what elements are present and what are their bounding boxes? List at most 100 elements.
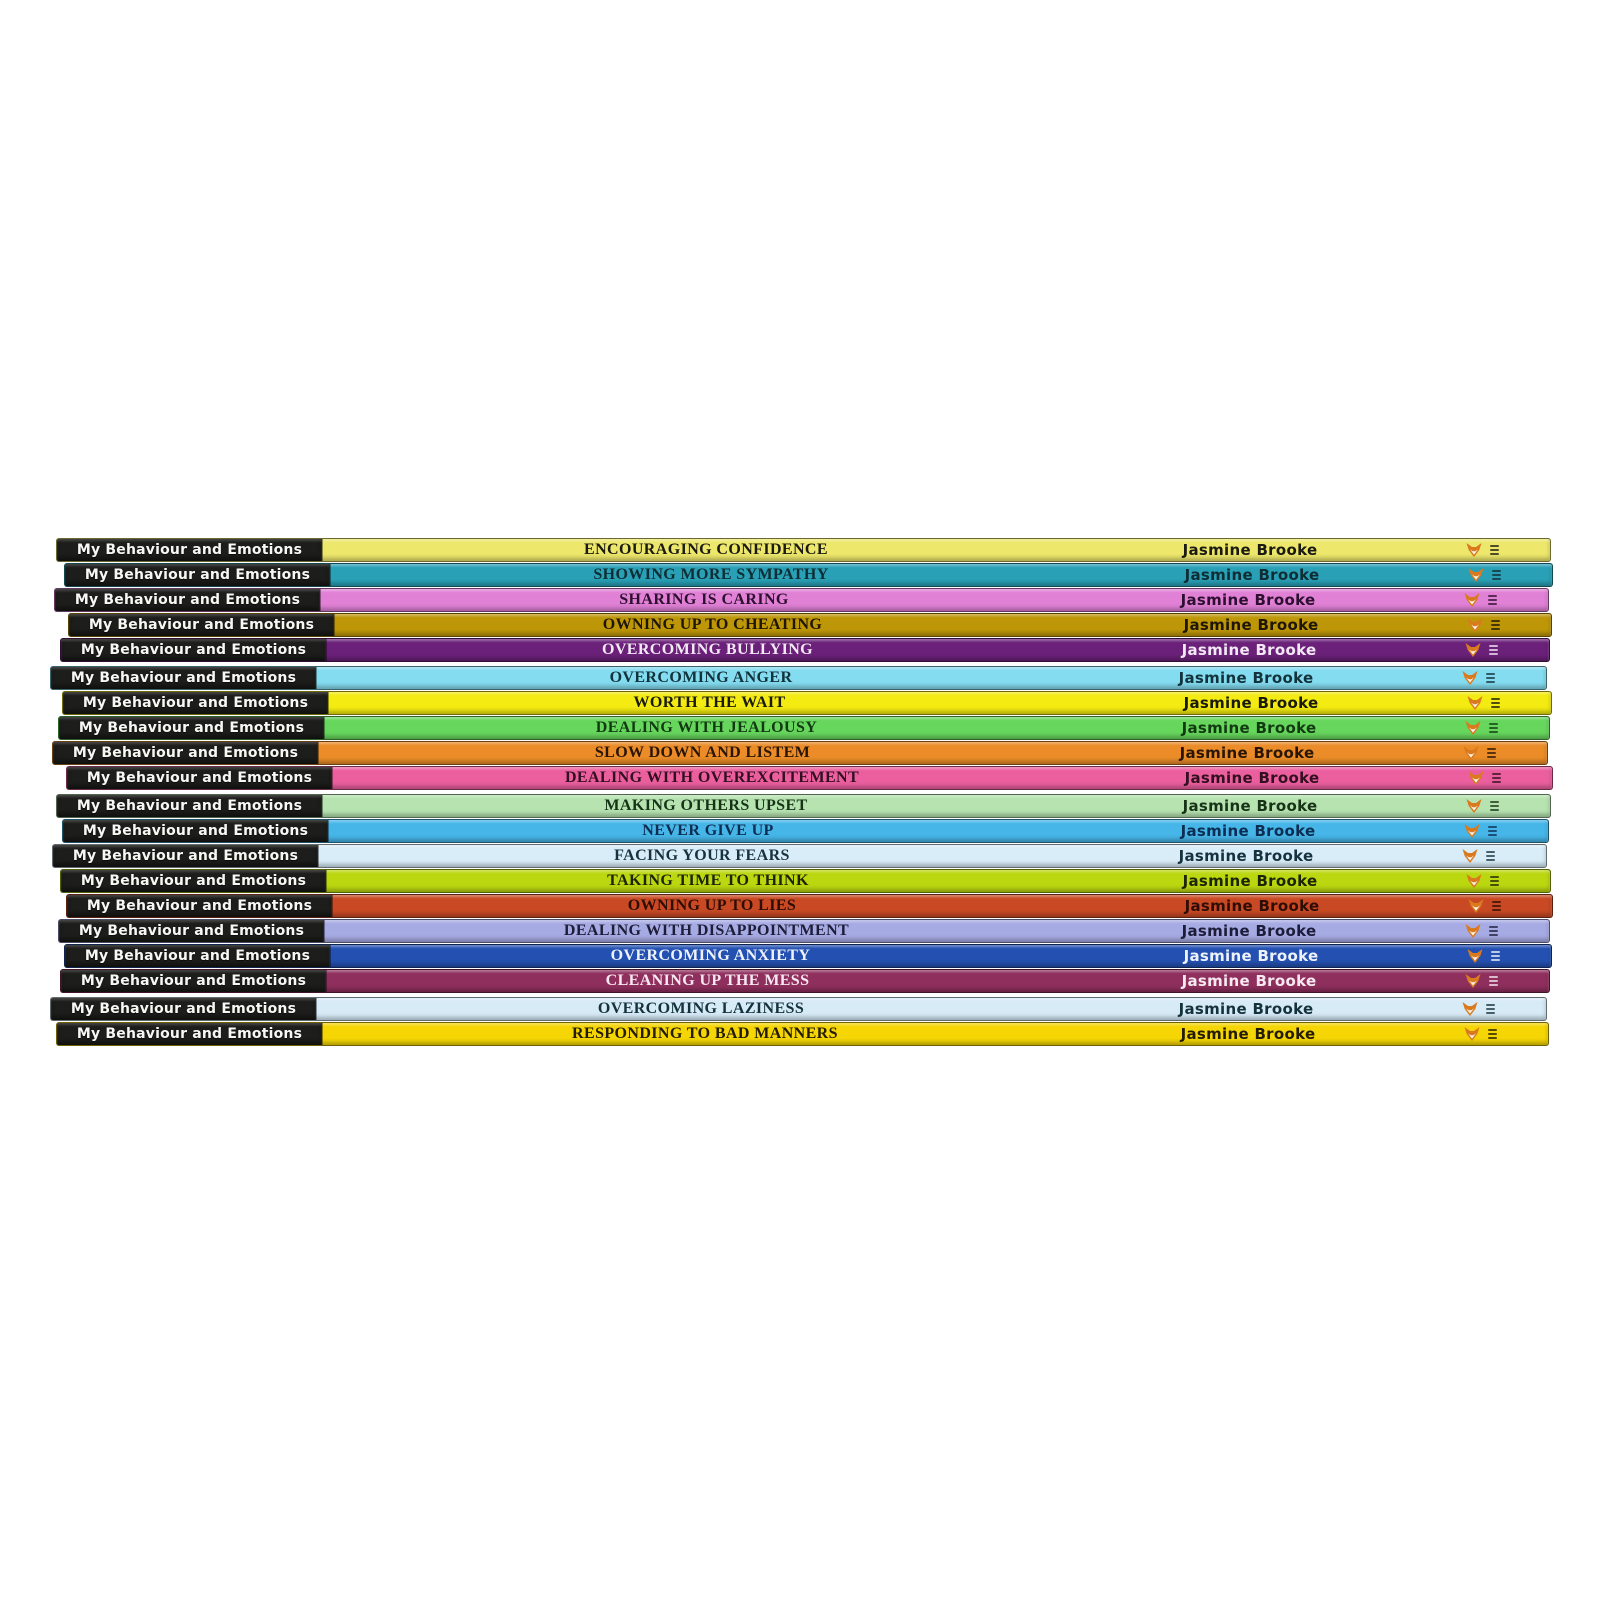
publisher-fox-icon (1467, 618, 1483, 632)
series-title-label: My Behaviour and Emotions (70, 1001, 297, 1017)
publisher-microtext (1490, 876, 1499, 886)
publisher-logo-area (1407, 745, 1547, 761)
publisher-fox-icon (1467, 949, 1483, 963)
spine-author-area: Jasmine Brooke (1087, 744, 1407, 762)
spine-author-area: Jasmine Brooke (1091, 947, 1411, 965)
book-title-label: OWNING UP TO CHEATING (602, 616, 823, 633)
spine-title-area: DEALING WITH OVEREXCITEMENT (332, 769, 1092, 787)
publisher-logo-area (1412, 898, 1552, 914)
author-name-label: Jasmine Brooke (1179, 744, 1315, 762)
author-name-label: Jasmine Brooke (1180, 591, 1316, 609)
publisher-microtext (1489, 723, 1498, 733)
book-title-label: OVERCOMING BULLYING (601, 641, 814, 658)
series-band: My Behaviour and Emotions (63, 820, 328, 842)
publisher-logo-area (1410, 798, 1550, 814)
publisher-microtext (1486, 1004, 1495, 1014)
spine-title-area: OVERCOMING BULLYING (326, 641, 1089, 659)
book-spine: My Behaviour and Emotions SLOW DOWN AND … (52, 741, 1548, 765)
publisher-logo-area (1411, 617, 1551, 633)
spine-title-area: RESPONDING TO BAD MANNERS (322, 1025, 1088, 1043)
publisher-microtext (1486, 673, 1495, 683)
author-name-label: Jasmine Brooke (1181, 922, 1317, 940)
book-title-label: OVERCOMING ANXIETY (610, 947, 811, 964)
author-name-label: Jasmine Brooke (1183, 694, 1319, 712)
author-name-label: Jasmine Brooke (1182, 797, 1318, 815)
book-spine: My Behaviour and Emotions ENCOURAGING CO… (56, 538, 1551, 562)
book-spine: My Behaviour and Emotions WORTH THE WAIT… (62, 691, 1552, 715)
series-band: My Behaviour and Emotions (59, 920, 324, 942)
series-title-label: My Behaviour and Emotions (82, 695, 309, 711)
spine-author-area: Jasmine Brooke (1090, 797, 1410, 815)
series-title-label: My Behaviour and Emotions (74, 592, 301, 608)
publisher-fox-icon (1464, 824, 1480, 838)
book-title-label: FACING YOUR FEARS (614, 847, 790, 864)
author-name-label: Jasmine Brooke (1182, 541, 1318, 559)
series-band: My Behaviour and Emotions (65, 945, 330, 967)
book-title-label: TAKING TIME TO THINK (607, 872, 809, 889)
publisher-fox-icon (1468, 771, 1484, 785)
book-spine: My Behaviour and Emotions NEVER GIVE UP … (62, 819, 1549, 843)
series-band: My Behaviour and Emotions (61, 970, 326, 992)
spine-title-area: OWNING UP TO CHEATING (334, 616, 1091, 634)
series-title-label: My Behaviour and Emotions (84, 948, 311, 964)
spine-title-area: OVERCOMING LAZINESS (316, 1000, 1086, 1018)
publisher-fox-icon (1468, 899, 1484, 913)
author-name-label: Jasmine Brooke (1180, 822, 1316, 840)
publisher-microtext (1489, 926, 1498, 936)
series-band: My Behaviour and Emotions (67, 895, 332, 917)
spine-title-area: SLOW DOWN AND LISTEM (318, 744, 1087, 762)
publisher-microtext (1491, 698, 1500, 708)
spine-author-area: Jasmine Brooke (1089, 972, 1409, 990)
spine-author-area: Jasmine Brooke (1089, 922, 1409, 940)
series-title-label: My Behaviour and Emotions (82, 823, 309, 839)
publisher-fox-icon (1462, 1002, 1478, 1016)
series-band: My Behaviour and Emotions (59, 717, 324, 739)
publisher-microtext (1492, 773, 1501, 783)
book-title-label: RESPONDING TO BAD MANNERS (572, 1025, 838, 1042)
book-title-label: CLEANING UP THE MESS (605, 972, 810, 989)
author-name-label: Jasmine Brooke (1181, 972, 1317, 990)
publisher-microtext (1487, 748, 1496, 758)
author-name-label: Jasmine Brooke (1181, 719, 1317, 737)
spine-author-area: Jasmine Brooke (1089, 641, 1409, 659)
publisher-microtext (1492, 570, 1501, 580)
series-band: My Behaviour and Emotions (53, 742, 318, 764)
spine-title-area: OVERCOMING ANXIETY (330, 947, 1091, 965)
book-title-label: MAKING OTHERS UPSET (604, 797, 808, 814)
book-spine: My Behaviour and Emotions OVERCOMING LAZ… (50, 997, 1547, 1021)
series-title-label: My Behaviour and Emotions (88, 617, 315, 633)
series-band: My Behaviour and Emotions (55, 589, 320, 611)
author-name-label: Jasmine Brooke (1182, 872, 1318, 890)
publisher-fox-icon (1465, 721, 1481, 735)
spine-title-area: DEALING WITH JEALOUSY (324, 719, 1089, 737)
publisher-fox-icon (1463, 746, 1479, 760)
book-title-label: SLOW DOWN AND LISTEM (594, 744, 811, 761)
book-title-label: SHOWING MORE SYMPATHY (593, 566, 829, 583)
publisher-logo-area (1409, 973, 1549, 989)
publisher-microtext (1488, 1029, 1497, 1039)
spine-author-area: Jasmine Brooke (1088, 591, 1408, 609)
series-title-label: My Behaviour and Emotions (78, 720, 305, 736)
publisher-logo-area (1412, 770, 1552, 786)
author-name-label: Jasmine Brooke (1178, 1000, 1314, 1018)
publisher-logo-area (1408, 592, 1548, 608)
book-spine: My Behaviour and Emotions TAKING TIME TO… (60, 869, 1551, 893)
book-title-label: NEVER GIVE UP (642, 822, 774, 839)
publisher-logo-area (1406, 848, 1546, 864)
series-band: My Behaviour and Emotions (65, 564, 330, 586)
publisher-fox-icon (1462, 671, 1478, 685)
spine-title-area: OVERCOMING ANGER (316, 669, 1086, 687)
series-band: My Behaviour and Emotions (57, 539, 322, 561)
series-title-label: My Behaviour and Emotions (86, 898, 313, 914)
series-band: My Behaviour and Emotions (63, 692, 328, 714)
series-title-label: My Behaviour and Emotions (86, 770, 313, 786)
book-title-label: OWNING UP TO LIES (627, 897, 797, 914)
spine-title-area: ENCOURAGING CONFIDENCE (322, 541, 1090, 559)
publisher-microtext (1489, 976, 1498, 986)
spine-author-area: Jasmine Brooke (1086, 669, 1406, 687)
publisher-fox-icon (1464, 1027, 1480, 1041)
publisher-logo-area (1411, 695, 1551, 711)
publisher-logo-area (1409, 923, 1549, 939)
series-title-label: My Behaviour and Emotions (76, 1026, 303, 1042)
series-band: My Behaviour and Emotions (57, 795, 322, 817)
